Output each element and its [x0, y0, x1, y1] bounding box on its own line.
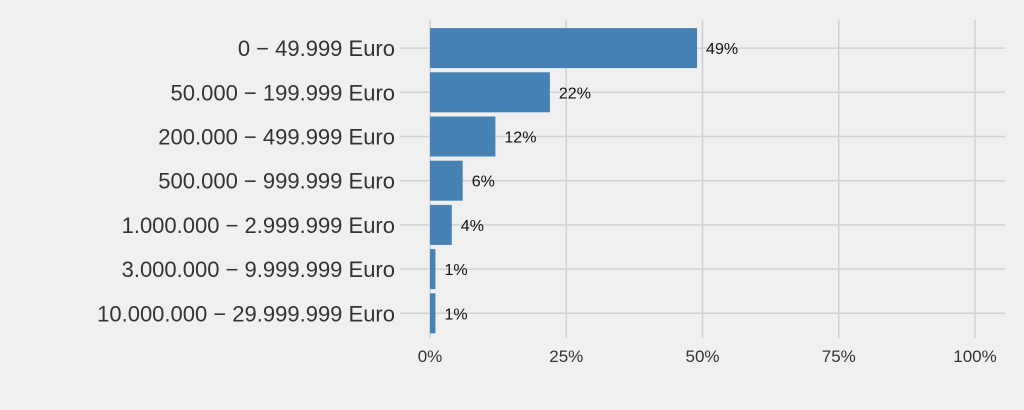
bar: [430, 116, 496, 157]
data-label: 4%: [461, 218, 484, 235]
data-label: 1%: [444, 306, 467, 323]
bar: [430, 160, 463, 201]
bar: [430, 293, 436, 334]
category-label: 50.000 − 199.999 Euro: [171, 80, 395, 105]
x-tick-label: 100%: [953, 347, 996, 366]
data-label: 6%: [472, 174, 495, 191]
x-tick-label: 75%: [822, 347, 856, 366]
x-tick-labels: 0% 25% 50% 75% 100%: [418, 347, 997, 366]
data-labels: 49% 22% 12% 6% 4% 1% 1%: [444, 41, 738, 323]
category-labels: 0 − 49.999 Euro 50.000 − 199.999 Euro 200.…: [97, 36, 395, 326]
category-label: 0 − 49.999 Euro: [238, 36, 395, 61]
category-label: 3.000.000 − 9.999.999 Euro: [122, 257, 395, 282]
category-label: 200.000 − 499.999 Euro: [158, 125, 395, 150]
x-tick-label: 50%: [685, 347, 719, 366]
bar: [430, 204, 452, 245]
data-label: 1%: [444, 262, 467, 279]
data-label: 49%: [706, 41, 738, 58]
bar: [430, 72, 550, 113]
bar: [430, 249, 436, 290]
x-tick-label: 25%: [549, 347, 583, 366]
category-label: 10.000.000 − 29.999.999 Euro: [97, 301, 395, 326]
data-label: 12%: [504, 130, 536, 147]
category-label: 1.000.000 − 2.999.999 Euro: [122, 213, 395, 238]
x-tick-label: 0%: [418, 347, 443, 366]
data-label: 22%: [559, 85, 591, 102]
category-label: 500.000 − 999.999 Euro: [158, 169, 395, 194]
bar: [430, 28, 698, 69]
bars: [430, 28, 698, 334]
